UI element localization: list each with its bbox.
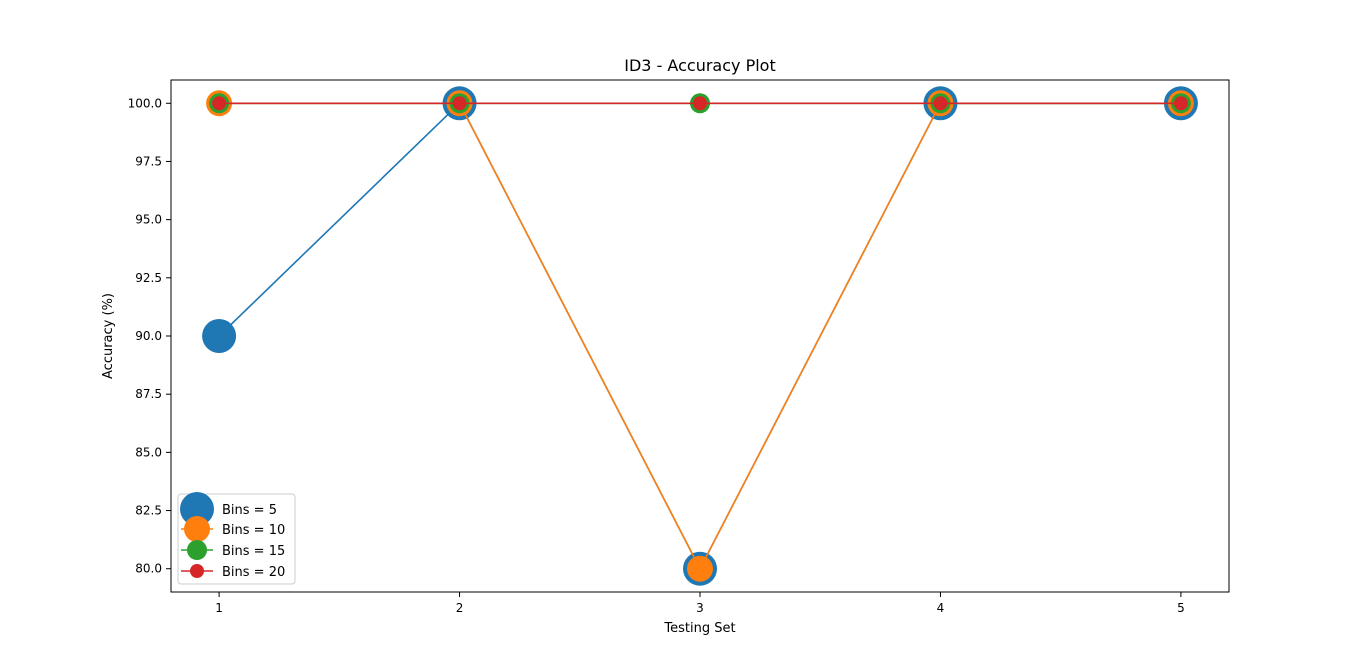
x-axis-label: Testing Set xyxy=(663,621,735,636)
y-axis: 80.0 82.5 85.0 87.5 90.0 92.5 95.0 97.5 100.0 xyxy=(128,96,171,576)
plot-area xyxy=(202,86,1198,586)
x-tick-label: 5 xyxy=(1177,601,1185,615)
y-tick-label: 82.5 xyxy=(135,504,162,518)
y-tick-label: 100.0 xyxy=(128,96,162,110)
data-point xyxy=(452,96,467,111)
series-line xyxy=(218,101,1181,571)
y-tick-label: 97.5 xyxy=(135,154,162,168)
x-tick-label: 4 xyxy=(937,601,945,615)
legend-entry: Bins = 10 xyxy=(181,516,285,542)
data-point xyxy=(687,555,713,582)
legend-marker xyxy=(180,492,214,526)
y-tick-label: 80.0 xyxy=(135,562,162,576)
chart-title: ID3 - Accuracy Plot xyxy=(624,56,775,75)
legend-marker xyxy=(187,540,207,560)
x-axis: 1 2 3 4 5 xyxy=(215,592,1185,615)
legend-entry: Bins = 15 xyxy=(181,540,285,560)
legend-label: Bins = 20 xyxy=(222,565,285,580)
x-tick-label: 1 xyxy=(215,601,223,615)
series-line xyxy=(219,102,1181,571)
data-point xyxy=(202,319,237,353)
series-4 xyxy=(212,96,1188,111)
x-tick-label: 3 xyxy=(696,601,704,615)
legend-marker xyxy=(184,516,210,542)
legend-marker xyxy=(190,564,204,578)
y-tick-label: 90.0 xyxy=(135,329,162,343)
data-point xyxy=(933,96,948,111)
data-point xyxy=(1173,96,1188,111)
legend-label: Bins = 15 xyxy=(222,544,285,559)
y-tick-label: 92.5 xyxy=(135,271,162,285)
data-point xyxy=(212,96,227,111)
series-2 xyxy=(206,90,1194,582)
legend: Bins = 5 Bins = 10 Bins = 15 Bins = 20 xyxy=(177,492,296,585)
legend-label: Bins = 10 xyxy=(222,523,285,538)
legend-label: Bins = 5 xyxy=(222,503,277,518)
y-tick-label: 85.0 xyxy=(135,445,162,459)
series-1 xyxy=(202,86,1198,586)
x-tick-label: 2 xyxy=(456,601,464,615)
legend-entry: Bins = 5 xyxy=(180,492,277,526)
data-point xyxy=(693,96,707,111)
y-tick-label: 95.0 xyxy=(135,213,162,227)
y-tick-label: 87.5 xyxy=(135,387,162,401)
y-axis-label: Accuracy (%) xyxy=(101,293,116,379)
plot-frame xyxy=(170,79,1230,593)
legend-entry: Bins = 20 xyxy=(181,564,285,580)
